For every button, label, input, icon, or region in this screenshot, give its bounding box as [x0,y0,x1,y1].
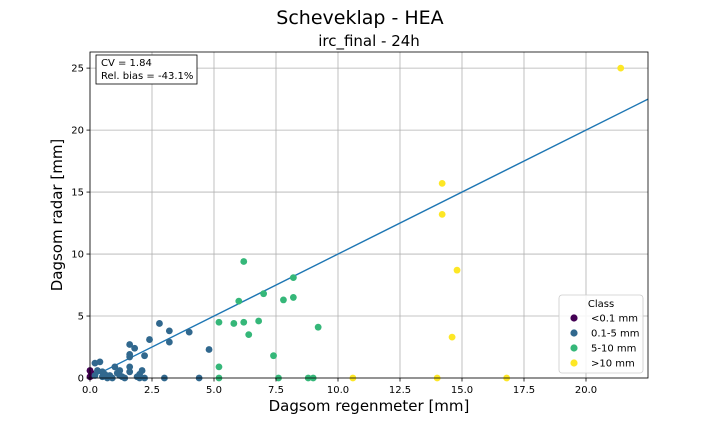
legend-title: Class [588,299,614,310]
data-point-s2-7 [245,331,253,339]
data-point-s3-4 [448,333,456,341]
data-point-s2-3 [230,320,238,327]
y-tick-label-4: 20 [71,126,84,137]
data-point-s1-10 [116,367,124,374]
y-tick-label-1: 5 [78,312,84,323]
data-point-s1-22 [146,336,153,343]
data-point-s3-7 [617,64,625,72]
x-tick-label-7: 17.5 [513,385,535,396]
data-point-s2-13 [289,274,297,281]
x-tick-label-6: 15.0 [451,385,473,396]
data-point-s1-26 [165,338,173,346]
x-tick-label-8: 20.0 [575,385,597,396]
data-point-s1-25 [165,327,173,335]
x-axis-label: Dagsom regenmeter [mm] [269,397,470,415]
y-axis-label: Dagsom radar [mm] [48,139,66,292]
figure-suptitle: Scheveklap - HEA [276,7,443,29]
data-point-s1-34 [99,368,106,376]
data-point-s1-30 [126,363,134,371]
legend-marker-2 [570,344,578,352]
legend: Class <0.1 mm 0.1-5 mm 5-10 mm >10 mm [558,294,644,374]
data-point-s2-1 [215,363,223,371]
legend-label-0: <0.1 mm [591,314,638,325]
data-point-s1-21 [141,352,148,360]
fit-line-layer [89,98,649,379]
plot-frame [89,51,649,379]
data-point-s2-5 [240,318,248,326]
legend-label-1: 0.1-5 mm [591,329,640,340]
data-point-s1-35 [136,370,144,378]
data-point-s1-31 [116,372,124,379]
rel-bias-text: Rel. bias = -43.1% [101,71,193,82]
data-point-s3-2 [438,179,446,187]
data-point-s2-0 [215,318,223,326]
x-axis-ticks: 0.0 2.5 5.0 7.5 10.0 12.5 15.0 17.5 20.0 [82,378,597,396]
x-tick-label-5: 12.5 [389,385,411,396]
legend-marker-0 [570,314,578,322]
fit-line [89,98,649,379]
data-point-s2-9 [260,290,267,298]
data-point-s1-17 [131,344,139,352]
y-axis-ticks: 0 5 10 15 20 25 [71,64,90,385]
legend-label-2: 5-10 mm [591,344,636,355]
data-point-s1-29 [205,346,213,353]
data-point-s2-6 [240,258,248,265]
data-point-s3-5 [453,266,461,274]
legend-label-3: >10 mm [591,359,635,370]
data-point-s1-27 [185,328,193,336]
y-tick-label-0: 0 [78,374,84,385]
data-point-s1-3 [91,372,99,379]
data-point-s1-13 [126,368,134,376]
x-tick-label-0: 0.0 [82,385,98,396]
x-tick-label-1: 2.5 [144,385,160,396]
x-tick-label-4: 10.0 [327,385,349,396]
stats-box: CV = 1.84 Rel. bias = -43.1% [95,54,198,85]
data-point-s2-12 [280,296,287,304]
x-tick-label-3: 7.5 [268,385,284,396]
data-point-s2-8 [255,317,263,325]
legend-marker-3 [570,359,578,367]
x-tick-label-2: 5.0 [206,385,222,396]
data-point-s1-15 [126,351,134,358]
cv-text: CV = 1.84 [101,58,152,69]
y-tick-label-2: 10 [71,250,84,261]
legend-entries: <0.1 mm 0.1-5 mm 5-10 mm >10 mm [570,314,640,370]
stats-box-frame [95,54,198,85]
data-points [86,64,625,382]
data-point-s2-10 [270,352,277,360]
y-tick-label-3: 15 [71,188,84,199]
legend-frame [558,294,644,374]
data-point-s2-17 [314,323,322,331]
data-point-s1-16 [126,341,134,348]
data-point-s3-3 [438,210,446,218]
data-point-s1-23 [156,320,163,327]
data-point-s1-1 [96,358,104,366]
chart-title: irc_final - 24h [318,32,420,51]
data-point-s1-8 [111,363,119,371]
data-point-s2-4 [235,297,243,305]
legend-marker-1 [570,329,578,337]
data-point-s2-14 [289,294,297,301]
y-tick-label-5: 25 [71,64,84,75]
